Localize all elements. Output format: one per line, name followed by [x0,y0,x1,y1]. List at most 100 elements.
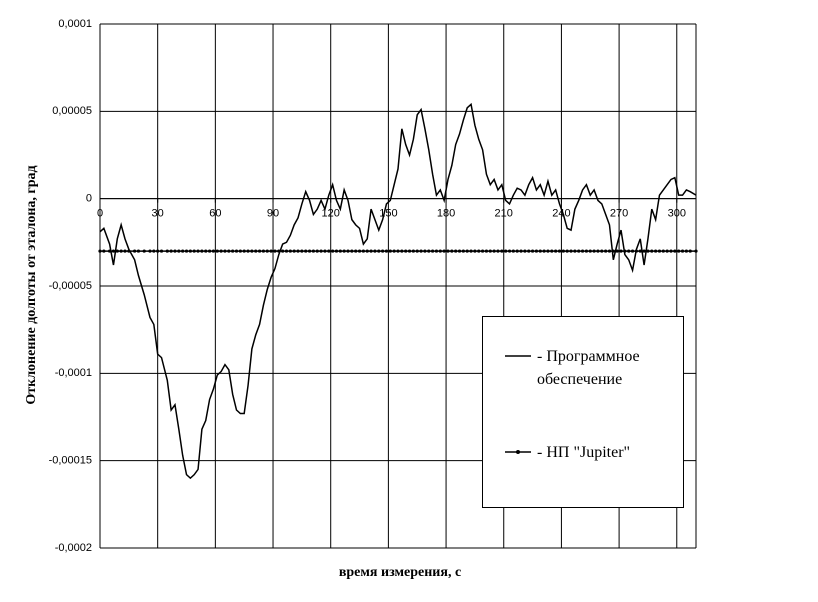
marker [223,249,227,253]
marker [638,249,642,253]
marker [680,249,685,253]
marker [684,249,688,253]
marker [377,249,381,253]
marker [292,249,296,253]
marker [331,249,335,253]
marker [630,249,635,253]
marker [273,249,277,253]
marker [369,249,373,253]
marker [615,249,619,253]
x-tick-label: 300 [668,208,686,220]
y-tick-label: 0,0001 [58,18,92,30]
marker [284,249,289,253]
marker [446,249,450,253]
marker [669,249,673,253]
marker [527,249,531,253]
marker [542,249,546,253]
marker [238,249,242,253]
marker [346,249,350,253]
marker [673,249,677,253]
marker [250,249,254,253]
marker [177,249,181,253]
marker [457,249,462,253]
marker [454,249,458,253]
marker [611,249,615,253]
marker [450,249,454,253]
marker [404,249,408,253]
y-tick-label: -0,0001 [55,367,92,379]
marker [665,249,669,253]
marker [311,249,316,253]
marker [108,249,112,253]
marker [381,249,385,253]
marker [396,249,400,253]
marker [431,249,435,253]
marker [234,249,239,253]
marker [231,249,235,253]
marker [661,249,665,253]
marker [365,249,369,253]
marker [388,249,392,253]
legend-swatch [505,450,531,454]
marker [550,249,554,253]
marker [600,249,604,253]
x-tick-label: 60 [209,208,221,220]
marker [607,249,612,253]
marker [242,249,246,253]
marker [115,249,119,253]
marker [269,249,273,253]
marker [584,249,589,253]
marker [373,249,377,253]
marker [496,249,500,253]
marker [188,249,192,253]
marker [554,249,558,253]
marker [592,249,596,253]
legend: - Программное обеспечение - НП "Jupiter" [482,316,684,508]
marker [327,249,331,253]
marker [427,249,431,253]
marker [127,249,131,253]
marker [442,249,446,253]
marker [111,249,116,253]
marker [173,249,177,253]
marker [342,249,346,253]
x-tick-label: 210 [495,208,513,220]
marker [288,249,292,253]
x-tick-label: 120 [322,208,340,220]
marker [515,249,519,253]
legend-swatch [505,355,531,357]
marker [561,249,565,253]
marker [419,249,423,253]
marker [407,249,412,253]
marker [588,249,592,253]
marker [152,249,156,253]
marker [400,249,404,253]
marker [334,249,339,253]
marker [411,249,415,253]
marker [569,249,573,253]
marker [619,249,623,253]
marker [504,249,508,253]
marker [169,249,173,253]
x-tick-label: 240 [552,208,570,220]
legend-entry: - Программное обеспечение [503,345,672,391]
marker [642,249,646,253]
marker [488,249,492,253]
marker [465,249,469,253]
marker [265,249,269,253]
marker [523,249,527,253]
x-tick-label: 90 [267,208,279,220]
marker [538,249,542,253]
y-tick-label: -0,00005 [49,280,92,292]
marker [646,249,650,253]
marker [196,249,200,253]
y-tick-label: 0,00005 [52,105,92,117]
marker [654,249,658,253]
marker [634,249,639,253]
marker [211,249,216,253]
marker [300,249,304,253]
legend-marker [516,450,520,454]
marker [596,249,600,253]
marker [688,249,692,253]
marker [657,249,662,253]
